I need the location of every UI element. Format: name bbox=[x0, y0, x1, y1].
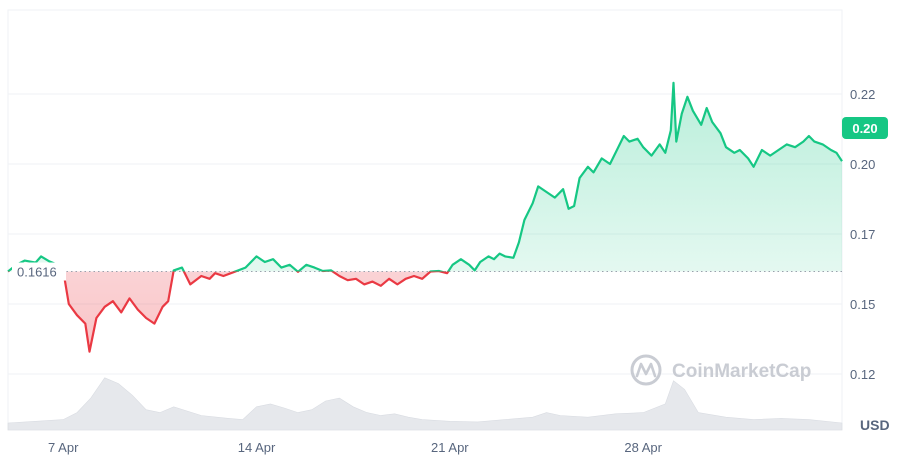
area-above-baseline bbox=[8, 82, 842, 272]
x-tick-label: 28 Apr bbox=[624, 440, 662, 455]
x-tick-label: 7 Apr bbox=[48, 440, 79, 455]
price-line-down bbox=[8, 271, 450, 353]
coinmarketcap-logo-icon bbox=[630, 354, 662, 386]
current-price-value: 0.20 bbox=[852, 121, 877, 136]
area-below-baseline bbox=[63, 271, 449, 352]
y-tick-label: 0.12 bbox=[850, 367, 875, 382]
baseline-value: 0.1616 bbox=[17, 265, 57, 280]
baseline-label: 0.1616 bbox=[12, 262, 66, 281]
y-tick-label: 0.22 bbox=[850, 87, 875, 102]
x-tick-label: 14 Apr bbox=[238, 440, 276, 455]
y-axis: 0.22 0.20 0.17 0.15 0.12 bbox=[850, 87, 875, 382]
currency-unit: USD bbox=[860, 417, 890, 433]
x-tick-label: 21 Apr bbox=[431, 440, 469, 455]
y-tick-label: 0.15 bbox=[850, 297, 875, 312]
volume-area bbox=[7, 377, 843, 431]
watermark-text: CoinMarketCap bbox=[672, 361, 811, 382]
coinmarketcap-watermark: CoinMarketCap bbox=[630, 354, 811, 386]
y-tick-label: 0.20 bbox=[850, 157, 875, 172]
x-axis: 7 Apr 14 Apr 21 Apr 28 Apr bbox=[48, 440, 663, 455]
current-price-badge: 0.20 bbox=[842, 117, 888, 139]
price-line-up bbox=[7, 81, 843, 272]
y-tick-label: 0.17 bbox=[850, 227, 875, 242]
